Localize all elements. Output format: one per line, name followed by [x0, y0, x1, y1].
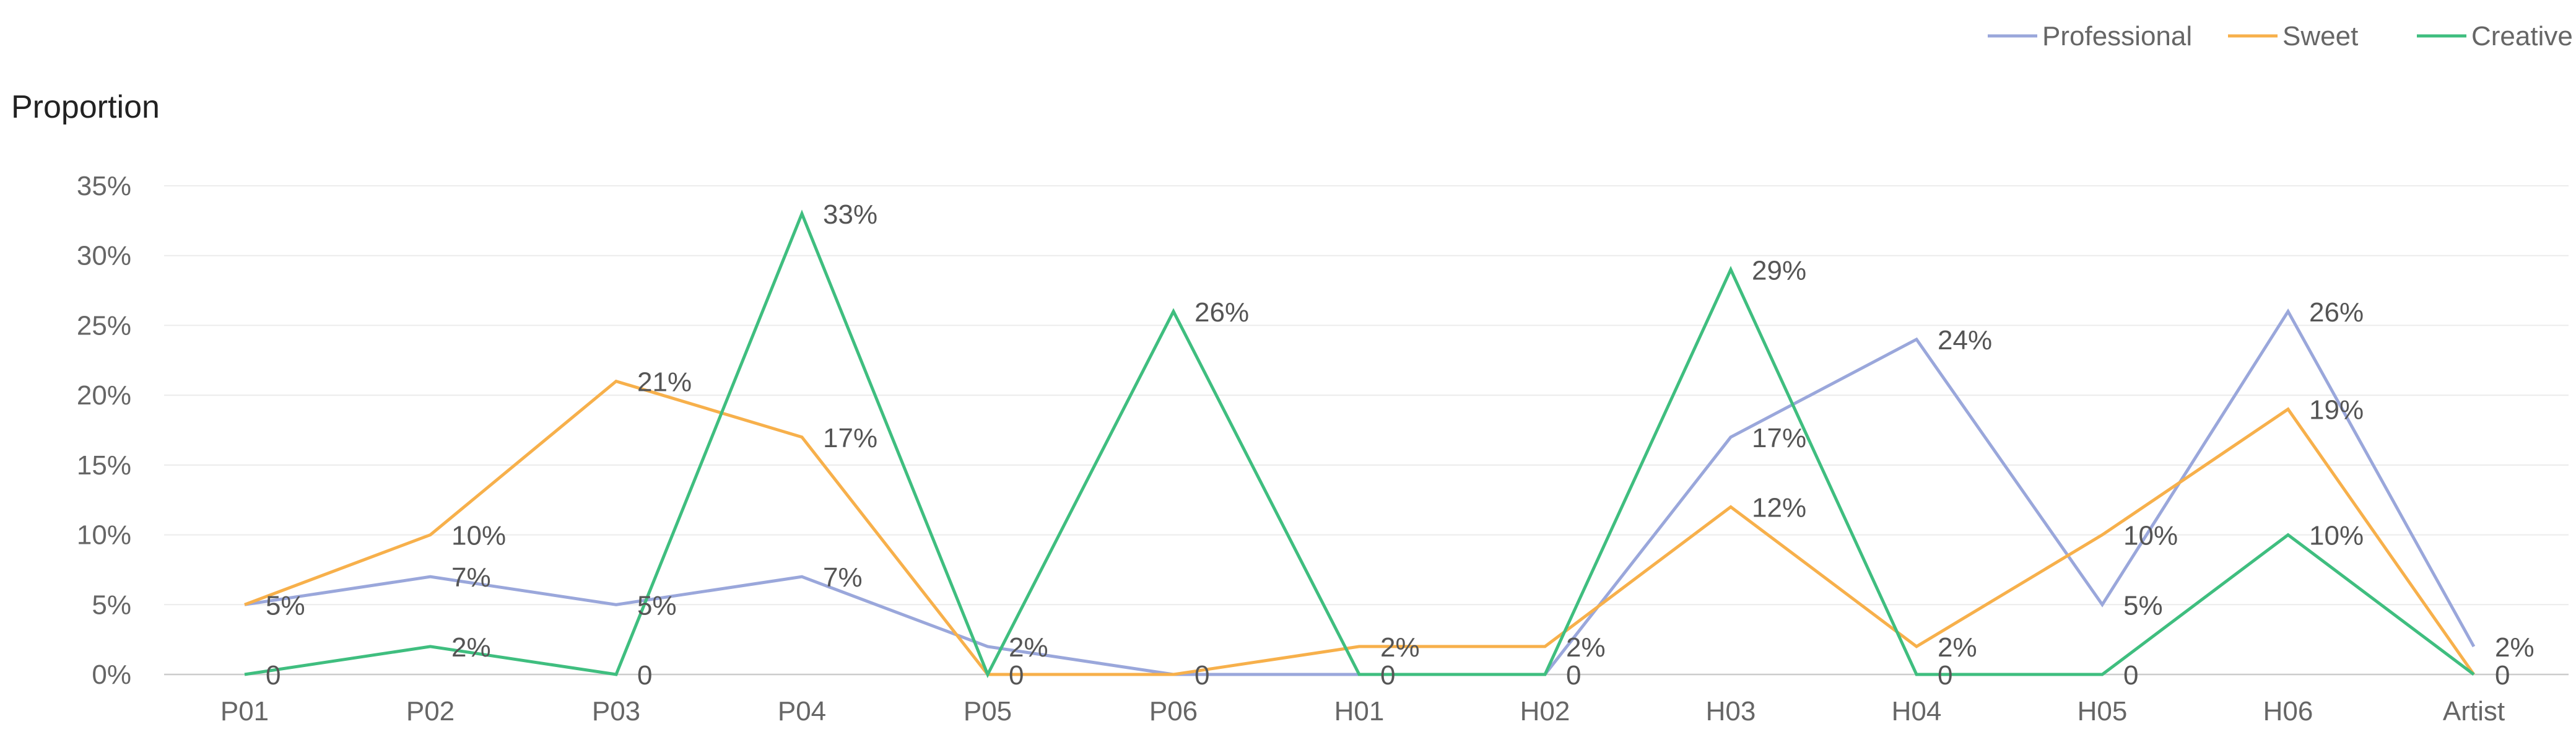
series-line-creative: [244, 209, 2475, 679]
x-tick-label: H03: [1706, 696, 1756, 726]
data-label: 33%: [823, 199, 877, 230]
data-label: 0: [1194, 660, 1209, 691]
legend-label: Professional: [2042, 21, 2192, 51]
legend-item-creative[interactable]: Creative: [2417, 21, 2573, 51]
y-tick-label: 30%: [77, 241, 131, 271]
x-tick-label: H04: [1892, 696, 1942, 726]
x-tick-label: P01: [220, 696, 269, 726]
y-tick-label: 20%: [77, 380, 131, 411]
data-label: 0: [1380, 660, 1395, 691]
data-label: 2%: [2495, 632, 2535, 663]
x-tick-label: H02: [1520, 696, 1570, 726]
data-label: 7%: [823, 562, 863, 593]
x-axis-ticks: P01 P02 P03 P04 P05 P06 H01 H02 H03 H04 H05 H06 Arti…: [220, 696, 2505, 726]
legend-item-sweet[interactable]: Sweet: [2228, 21, 2358, 51]
y-tick-label: 5%: [92, 590, 131, 620]
x-tick-label: H05: [2078, 696, 2128, 726]
x-tick-label: H01: [1334, 696, 1385, 726]
data-label: 5%: [637, 590, 677, 621]
x-tick-label: P02: [406, 696, 455, 726]
gridlines: [164, 185, 2569, 676]
data-label: 2%: [1009, 632, 1048, 663]
data-label: 0: [2495, 660, 2510, 691]
data-label: 12%: [1752, 492, 1806, 523]
data-label: 26%: [1194, 297, 1249, 328]
data-labels: 7%5%7%2%17%24%5%26%2%5%10%21%17%0 02% 2%12…: [266, 199, 2535, 691]
data-label: 5%: [266, 590, 305, 621]
data-label: 2%: [1566, 632, 1606, 663]
x-tick-label: P04: [778, 696, 826, 726]
data-label: 0: [1938, 660, 1952, 691]
x-tick-label: P03: [592, 696, 640, 726]
data-label: 21%: [637, 367, 692, 398]
legend-label: Creative: [2471, 21, 2573, 51]
y-tick-label: 10%: [77, 520, 131, 551]
y-tick-label: 15%: [77, 450, 131, 481]
data-label: 5%: [2123, 590, 2163, 621]
y-tick-label: 0%: [92, 660, 131, 690]
data-label: 10%: [451, 521, 506, 551]
legend-item-professional[interactable]: Professional: [1988, 21, 2192, 51]
data-label: 0: [1009, 660, 1024, 691]
data-label: 10%: [2309, 521, 2364, 551]
data-label: 17%: [823, 423, 877, 453]
y-tick-label: 35%: [77, 171, 131, 201]
y-tick-label: 25%: [77, 310, 131, 341]
data-label: 0: [266, 660, 281, 691]
data-label: 0: [2123, 660, 2138, 691]
y-axis-title: Proportion: [11, 89, 160, 125]
x-tick-label: Artist: [2443, 696, 2505, 726]
data-label: 0: [1566, 660, 1581, 691]
data-label: 10%: [2123, 521, 2178, 551]
series-lines: [244, 209, 2476, 679]
data-label: 24%: [1938, 325, 1992, 355]
data-label: 2%: [1938, 632, 1977, 663]
data-label: 19%: [2309, 395, 2364, 425]
x-tick-label: H06: [2263, 696, 2313, 726]
data-label: 29%: [1752, 255, 1806, 286]
data-label: 7%: [451, 562, 491, 593]
legend-label: Sweet: [2282, 21, 2358, 51]
x-tick-label: P05: [964, 696, 1012, 726]
legend[interactable]: Professional Sweet Creative: [1988, 21, 2573, 51]
data-label: 0: [637, 660, 652, 691]
data-label: 2%: [1380, 632, 1420, 663]
x-tick-label: P06: [1149, 696, 1198, 726]
data-label: 26%: [2309, 297, 2364, 328]
series-line-sweet: [244, 379, 2476, 676]
data-label: 17%: [1752, 423, 1806, 453]
data-label: 2%: [451, 632, 491, 663]
y-axis-ticks: 0% 5% 10% 15% 20% 25% 30% 35%: [77, 171, 131, 690]
